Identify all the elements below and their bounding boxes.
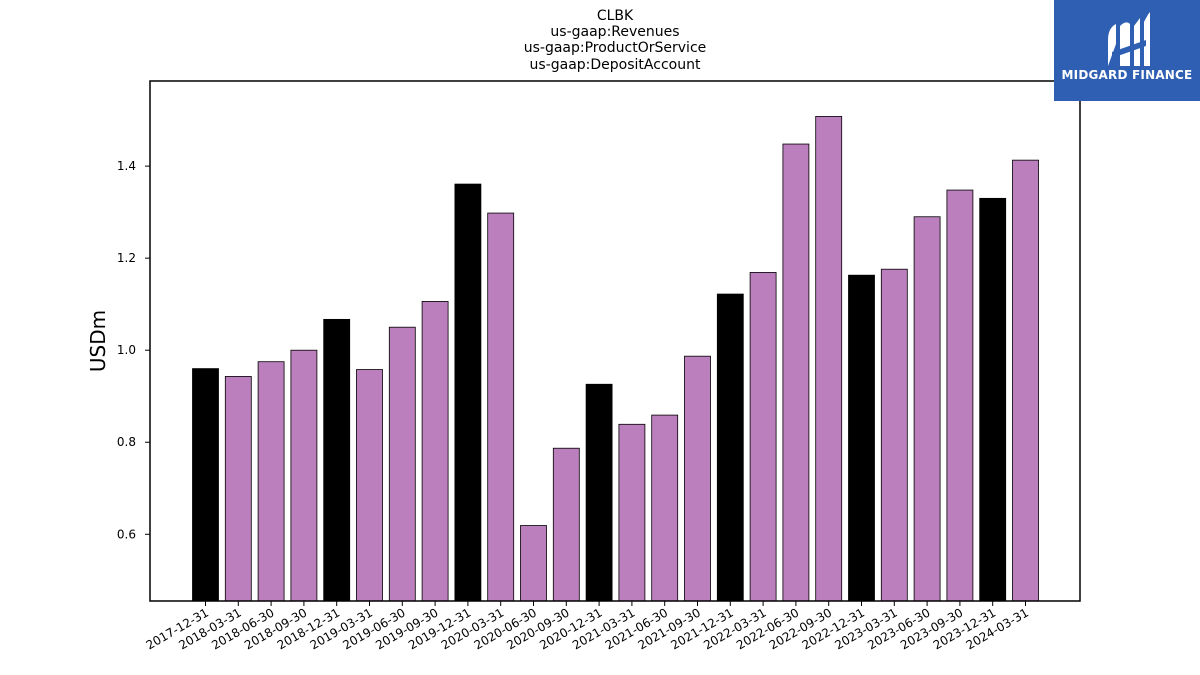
bar-2017-12-31 [192,368,219,602]
logo-text: MIDGARD FINANCE [1061,68,1193,82]
bar-2022-12-31 [848,274,875,602]
bar-2020-12-31 [585,383,613,602]
bar-2018-12-31 [323,318,351,602]
bar-2022-06-30 [782,143,810,602]
bar-2023-12-31 [979,197,1007,602]
bar-2021-12-31 [716,293,744,602]
bar-2023-06-30 [913,216,941,602]
bar-2020-06-30 [520,525,547,602]
bar-2022-09-30 [815,116,843,602]
bar-2021-09-30 [684,355,711,602]
y-tick-label: 0.8 [117,435,136,449]
plot-frame [149,80,1081,602]
bar-2018-06-30 [257,361,285,602]
y-axis-label: USDm [86,310,110,372]
company-logo: MIDGARD FINANCE [1054,0,1200,101]
bar-2019-06-30 [388,326,416,602]
title-line-3: us-gaap:ProductOrService [524,40,707,56]
y-tick-label: 1.0 [117,343,136,357]
bar-2021-03-31 [618,423,646,602]
bar-2019-12-31 [454,183,482,602]
bar-2020-09-30 [552,447,580,602]
title-line-1: CLBK [597,8,634,24]
bar-2024-03-31 [1012,159,1039,602]
bar-2020-03-31 [487,212,515,602]
bar-2023-09-30 [946,189,974,602]
bar-2018-09-30 [290,349,318,602]
y-tick-label: 0.6 [117,527,136,541]
x-axis-ticks: 2017-12-312018-03-312018-06-302018-09-30… [144,601,1031,652]
midgard-logo-icon [1108,12,1150,66]
y-tick-label: 1.2 [117,251,136,265]
title-line-4: us-gaap:DepositAccount [530,57,701,73]
title-line-2: us-gaap:Revenues [550,24,679,40]
bars-group [192,116,1039,602]
y-tick-label: 1.4 [117,159,136,173]
bar-2021-06-30 [651,414,679,602]
chart-title: CLBK us-gaap:Revenues us-gaap:ProductOrS… [524,8,707,73]
bar-2019-03-31 [356,369,383,602]
bar-2023-03-31 [880,268,908,602]
bar-2018-03-31 [224,376,252,602]
bar-2019-09-30 [421,301,449,602]
bar-2022-03-31 [749,272,777,602]
y-axis-ticks: 0.6 0.8 1.0 1.2 1.4 [117,159,150,541]
